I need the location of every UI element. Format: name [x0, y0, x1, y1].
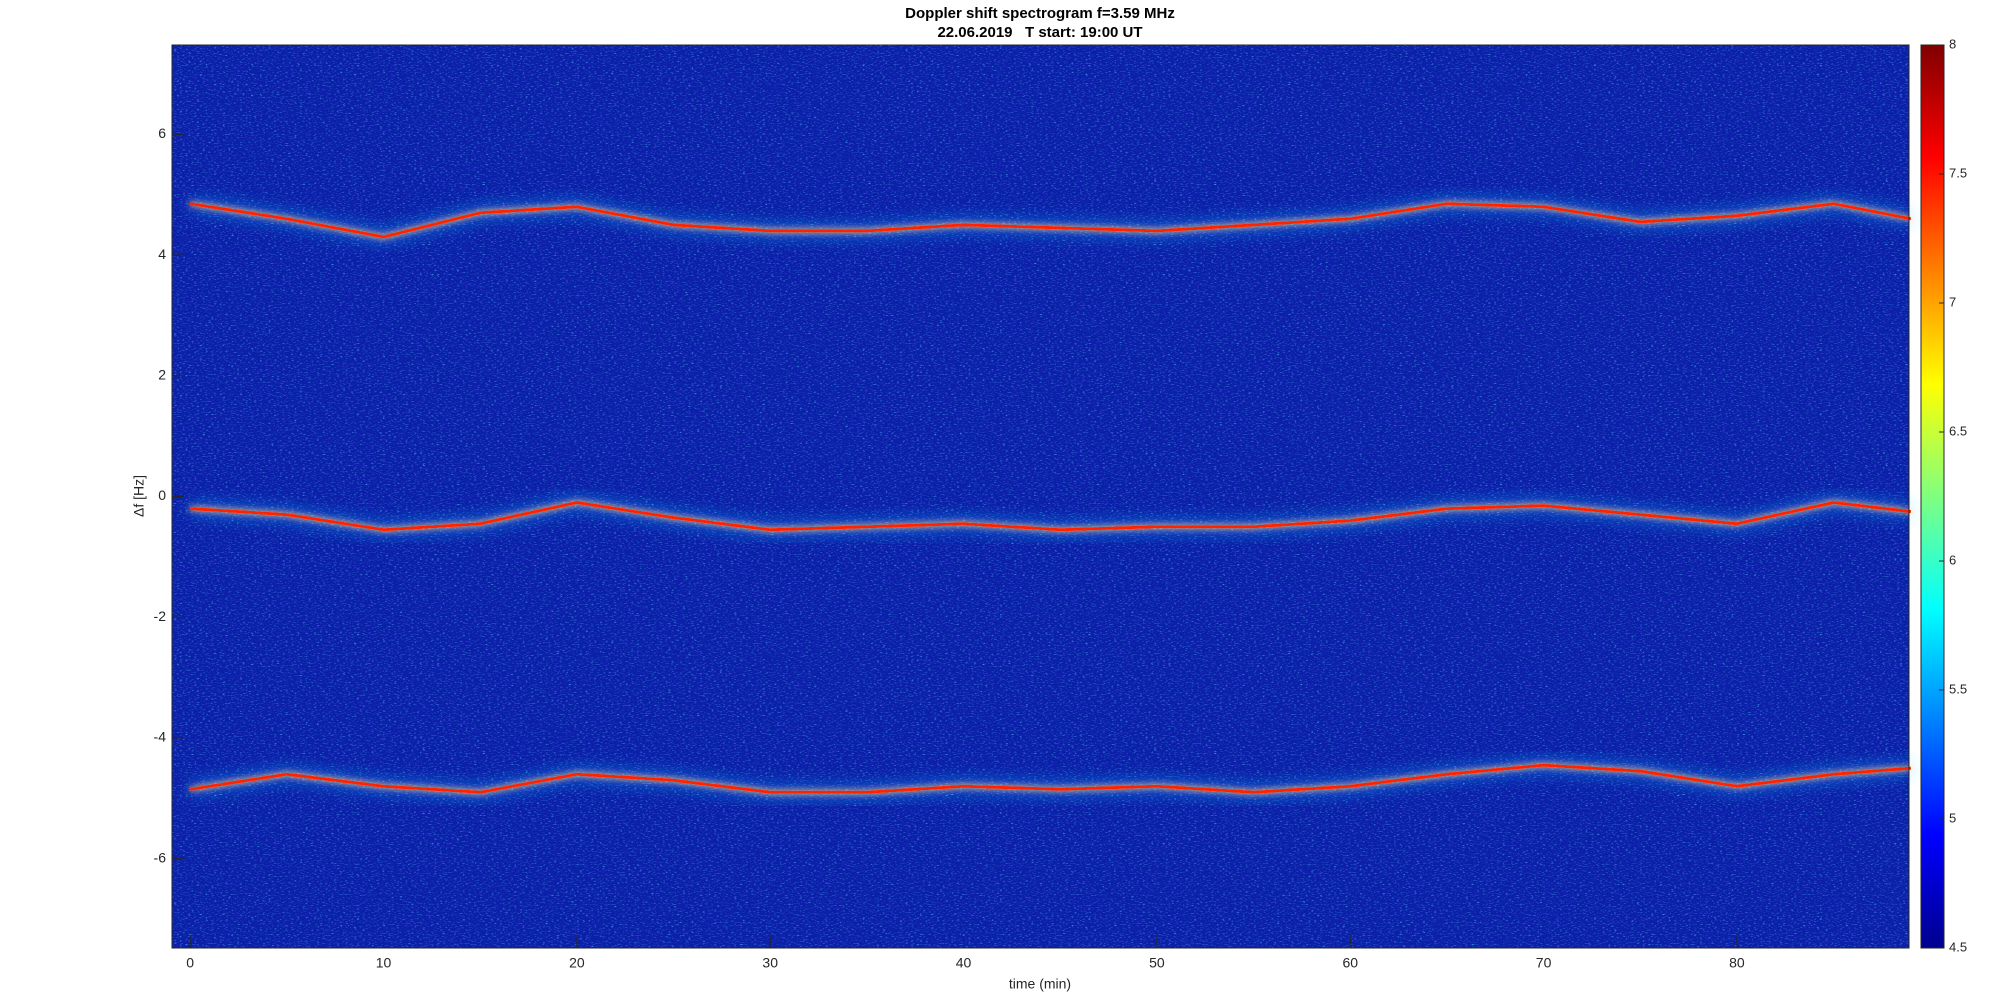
- colorbar-tick-label: 4.5: [1949, 939, 1967, 954]
- x-tick-label: 50: [1149, 955, 1165, 971]
- y-tick-label: -4: [154, 729, 167, 745]
- x-tick-label: 70: [1536, 955, 1552, 971]
- x-tick-label: 40: [956, 955, 972, 971]
- x-tick-label: 30: [762, 955, 778, 971]
- y-tick-label: -2: [154, 608, 167, 624]
- x-tick-label: 80: [1729, 955, 1745, 971]
- y-tick-label: 2: [158, 366, 166, 382]
- x-axis-label: time (min): [1009, 976, 1071, 992]
- colorbar-tick-label: 8: [1949, 36, 1956, 51]
- colorbar-tick-label: 7: [1949, 294, 1956, 309]
- y-tick-label: 0: [158, 487, 166, 503]
- colorbar-tick-label: 6: [1949, 552, 1956, 567]
- chart-title: Doppler shift spectrogram f=3.59 MHz: [905, 5, 1175, 22]
- x-tick-label: 0: [186, 955, 194, 971]
- colorbar-tick-label: 6.5: [1949, 423, 1967, 438]
- x-tick-label: 20: [569, 955, 585, 971]
- colorbar-tick-label: 5.5: [1949, 681, 1967, 696]
- chart-subtitle: 22.06.2019 T start: 19:00 UT: [937, 24, 1142, 41]
- trace: [189, 763, 1912, 794]
- y-tick-label: 6: [158, 125, 166, 141]
- noise-texture: [172, 45, 1909, 948]
- y-axis-label: Δf [Hz]: [131, 475, 147, 517]
- x-tick-label: 10: [376, 955, 392, 971]
- x-tick-label: 60: [1342, 955, 1358, 971]
- colorbar-tick-label: 7.5: [1949, 165, 1967, 180]
- colorbar: [1920, 44, 1945, 949]
- y-tick-label: 4: [158, 246, 166, 262]
- colorbar-tick-label: 5: [1949, 810, 1956, 825]
- trace: [189, 202, 1912, 239]
- y-tick-label: -6: [154, 849, 167, 865]
- trace: [190, 501, 1912, 532]
